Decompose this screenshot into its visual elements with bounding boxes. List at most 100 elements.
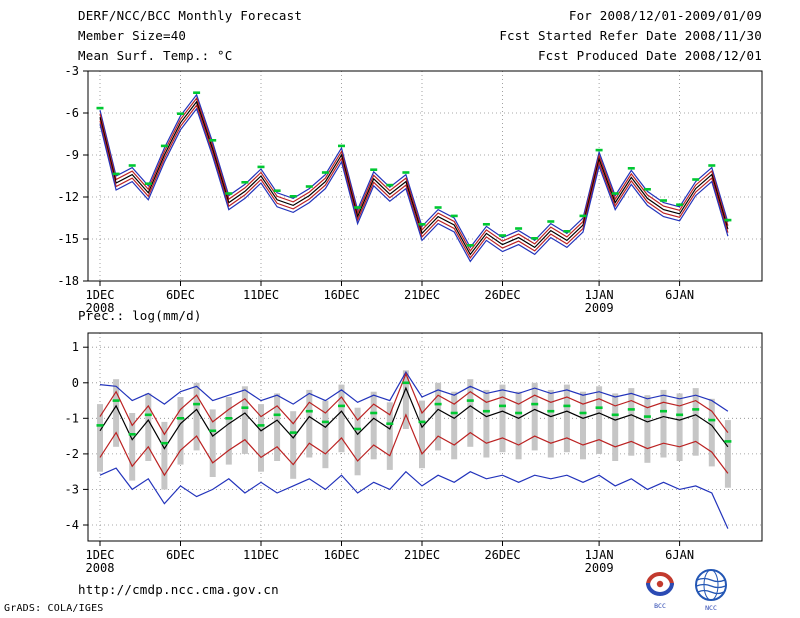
spread-bar (499, 384, 506, 453)
plot-title: DERF/NCC/BCC Monthly Forecast (78, 8, 303, 23)
spread-bar (692, 388, 699, 456)
x-tick-label: 6DEC (166, 288, 195, 302)
y-tick-label: -3 (65, 482, 79, 496)
x-tick-label: 6JAN (665, 288, 694, 302)
spread-bar (209, 409, 216, 477)
spread-bar (676, 393, 683, 461)
ensemble-max-line (99, 370, 729, 412)
ncc-logo-label: NCC (705, 604, 717, 612)
spread-bar (660, 389, 667, 458)
spread-bar (161, 421, 168, 490)
spread-bar (628, 388, 635, 456)
x-tick-label: 26DEC (484, 288, 520, 302)
x-year-label: 2008 (86, 301, 115, 315)
x-tick-label: 26DEC (484, 548, 520, 562)
x-tick-label: 16DEC (323, 548, 359, 562)
x-tick-label: 6DEC (166, 548, 195, 562)
x-tick-label: 1JAN (585, 548, 614, 562)
ncc-logo-wave (697, 589, 725, 595)
spread-bar (306, 389, 313, 458)
ensemble-upper-std-line (99, 97, 729, 252)
spread-bar (322, 400, 329, 469)
bcc-logo: BCC (641, 568, 681, 618)
y-tick-label: -6 (65, 106, 79, 120)
spread-bar (225, 397, 232, 465)
y-tick-label: 0 (72, 376, 79, 390)
spread-bar (596, 386, 603, 454)
spread-bar (419, 400, 425, 469)
spread-bar (467, 379, 474, 447)
member-size-label: Member Size=40 (78, 28, 187, 43)
x-tick-label: 11DEC (243, 288, 279, 302)
y-tick-label: -9 (65, 148, 79, 162)
temperature-chart: -3 -6 -9 -12 -15 -18 1DEC 6DEC 11DEC 16DEC 21DEC 26… (57, 64, 763, 315)
spread-bar (483, 389, 490, 458)
ensemble-min-line (99, 467, 729, 529)
x-tick-label: 1DEC (86, 288, 115, 302)
plot-border (87, 332, 763, 542)
produced-date-label: Fcst Produced Date 2008/12/01 (537, 48, 762, 63)
spread-bar (402, 370, 409, 429)
spread-bar (580, 391, 586, 460)
spread-bar (724, 420, 731, 488)
forecast-period-label: For 2008/12/01-2009/01/09 (568, 8, 762, 23)
x-tick-label: 16DEC (323, 288, 359, 302)
x-tick-label: 11DEC (243, 548, 279, 562)
y-tick-label: -18 (57, 274, 79, 288)
spread-bar (386, 402, 393, 470)
spread-bar (113, 379, 120, 447)
spread-bar (338, 384, 345, 453)
spread-bar (258, 404, 264, 472)
spread-bar (451, 391, 458, 460)
x-tick-label: 21DEC (404, 288, 440, 302)
ensemble-lower-std-line (99, 413, 729, 477)
spread-bar (145, 393, 152, 461)
temperature-chart-title: Mean Surf. Temp.: °C (78, 48, 233, 63)
y-tick-label: -1 (65, 411, 79, 425)
bcc-logo-blue-arc (646, 582, 674, 596)
spread-bar (97, 404, 103, 472)
x-year-label: 2009 (585, 561, 614, 575)
spread-bar (644, 395, 651, 463)
ensemble-lower-std-line (99, 104, 729, 259)
ensemble-max-line (99, 93, 729, 249)
y-tick-label: -2 (65, 447, 79, 461)
x-tick-label: 6JAN (665, 548, 694, 562)
precipitation-chart: 1 0 -1 -2 -3 -4 1DEC 6DEC 11DEC 16DEC 21DEC 26DEC 1J… (65, 332, 763, 575)
ncc-logo-wave (696, 583, 726, 589)
spread-bar (290, 411, 297, 479)
ensemble-min-line (99, 107, 729, 263)
spread-bar (274, 393, 281, 461)
spread-bar (563, 384, 570, 453)
spread-bar (177, 397, 184, 465)
ensemble-mean-line (99, 100, 729, 256)
refer-date-label: Fcst Started Refer Date 2008/11/30 (499, 28, 762, 43)
bcc-logo-center-dot (656, 580, 664, 588)
y-tick-label: -12 (57, 190, 79, 204)
spread-bar (531, 382, 538, 451)
y-tick-label: -15 (57, 232, 79, 246)
spread-bar (370, 391, 377, 460)
spread-bar (193, 382, 200, 451)
x-tick-label: 1DEC (86, 548, 115, 562)
y-tick-label: -3 (65, 64, 79, 78)
plot-border (87, 70, 763, 282)
x-year-label: 2009 (585, 301, 614, 315)
ncc-logo: NCC (688, 566, 734, 618)
spread-bar (515, 391, 522, 460)
y-tick-label: 1 (72, 340, 79, 354)
spread-bar (547, 389, 554, 458)
ncc-logo-wave (696, 577, 726, 583)
bcc-logo-label: BCC (654, 602, 666, 610)
spread-bar (435, 382, 442, 451)
grads-credit: GrADS: COLA/IGES (4, 603, 104, 614)
x-year-label: 2008 (86, 561, 115, 575)
spread-bar (241, 386, 248, 454)
spread-bar (708, 398, 715, 467)
x-tick-label: 21DEC (404, 548, 440, 562)
x-tick-label: 1JAN (585, 288, 614, 302)
bcc-logo-red-arc (646, 572, 674, 586)
y-tick-label: -4 (65, 518, 79, 532)
